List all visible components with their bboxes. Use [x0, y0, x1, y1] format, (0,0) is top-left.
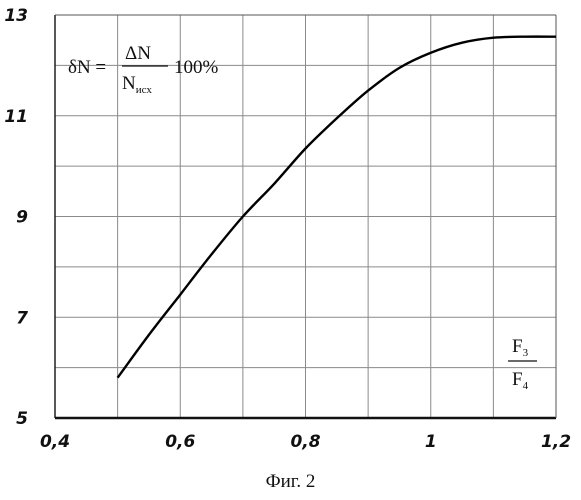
formula-annotation: δN = ΔN Nисх 100% — [68, 43, 219, 96]
ratio-denominator-sub: 4 — [523, 380, 529, 392]
ratio-numerator: F3 — [512, 336, 529, 359]
x-tick-labels: 0,4 0,6 0,8 1 1,2 — [40, 432, 571, 452]
x-tick-label: 1 — [425, 432, 437, 452]
ratio-denominator: F4 — [512, 369, 529, 392]
x-tick-label: 0,8 — [290, 432, 320, 452]
formula-denominator: Nисх — [122, 73, 152, 96]
formula-numerator: ΔN — [125, 43, 151, 64]
ratio-denominator-main: F — [512, 369, 523, 390]
formula-suffix: 100% — [174, 57, 219, 78]
y-tick-label: 5 — [16, 409, 28, 429]
ratio-numerator-sub: 3 — [523, 347, 529, 359]
y-tick-label: 9 — [16, 208, 28, 228]
figure-caption: Фиг. 2 — [0, 471, 581, 493]
y-tick-label: 7 — [16, 308, 28, 328]
formula-denominator-sub: исх — [136, 84, 153, 96]
series-group — [118, 37, 556, 378]
formula-lhs: δN = — [68, 57, 106, 78]
x-tick-label: 0,6 — [165, 432, 195, 452]
formula-denominator-main: N — [122, 73, 136, 94]
y-tick-label: 13 — [4, 6, 28, 26]
y-tick-labels: 5 7 9 11 13 — [4, 6, 28, 429]
x-ratio-label: F3 F4 — [508, 336, 537, 392]
y-tick-label: 11 — [4, 107, 28, 127]
series-line — [118, 37, 556, 378]
x-tick-label: 1,2 — [541, 432, 571, 452]
x-tick-label: 0,4 — [40, 432, 70, 452]
ratio-numerator-main: F — [512, 336, 523, 357]
